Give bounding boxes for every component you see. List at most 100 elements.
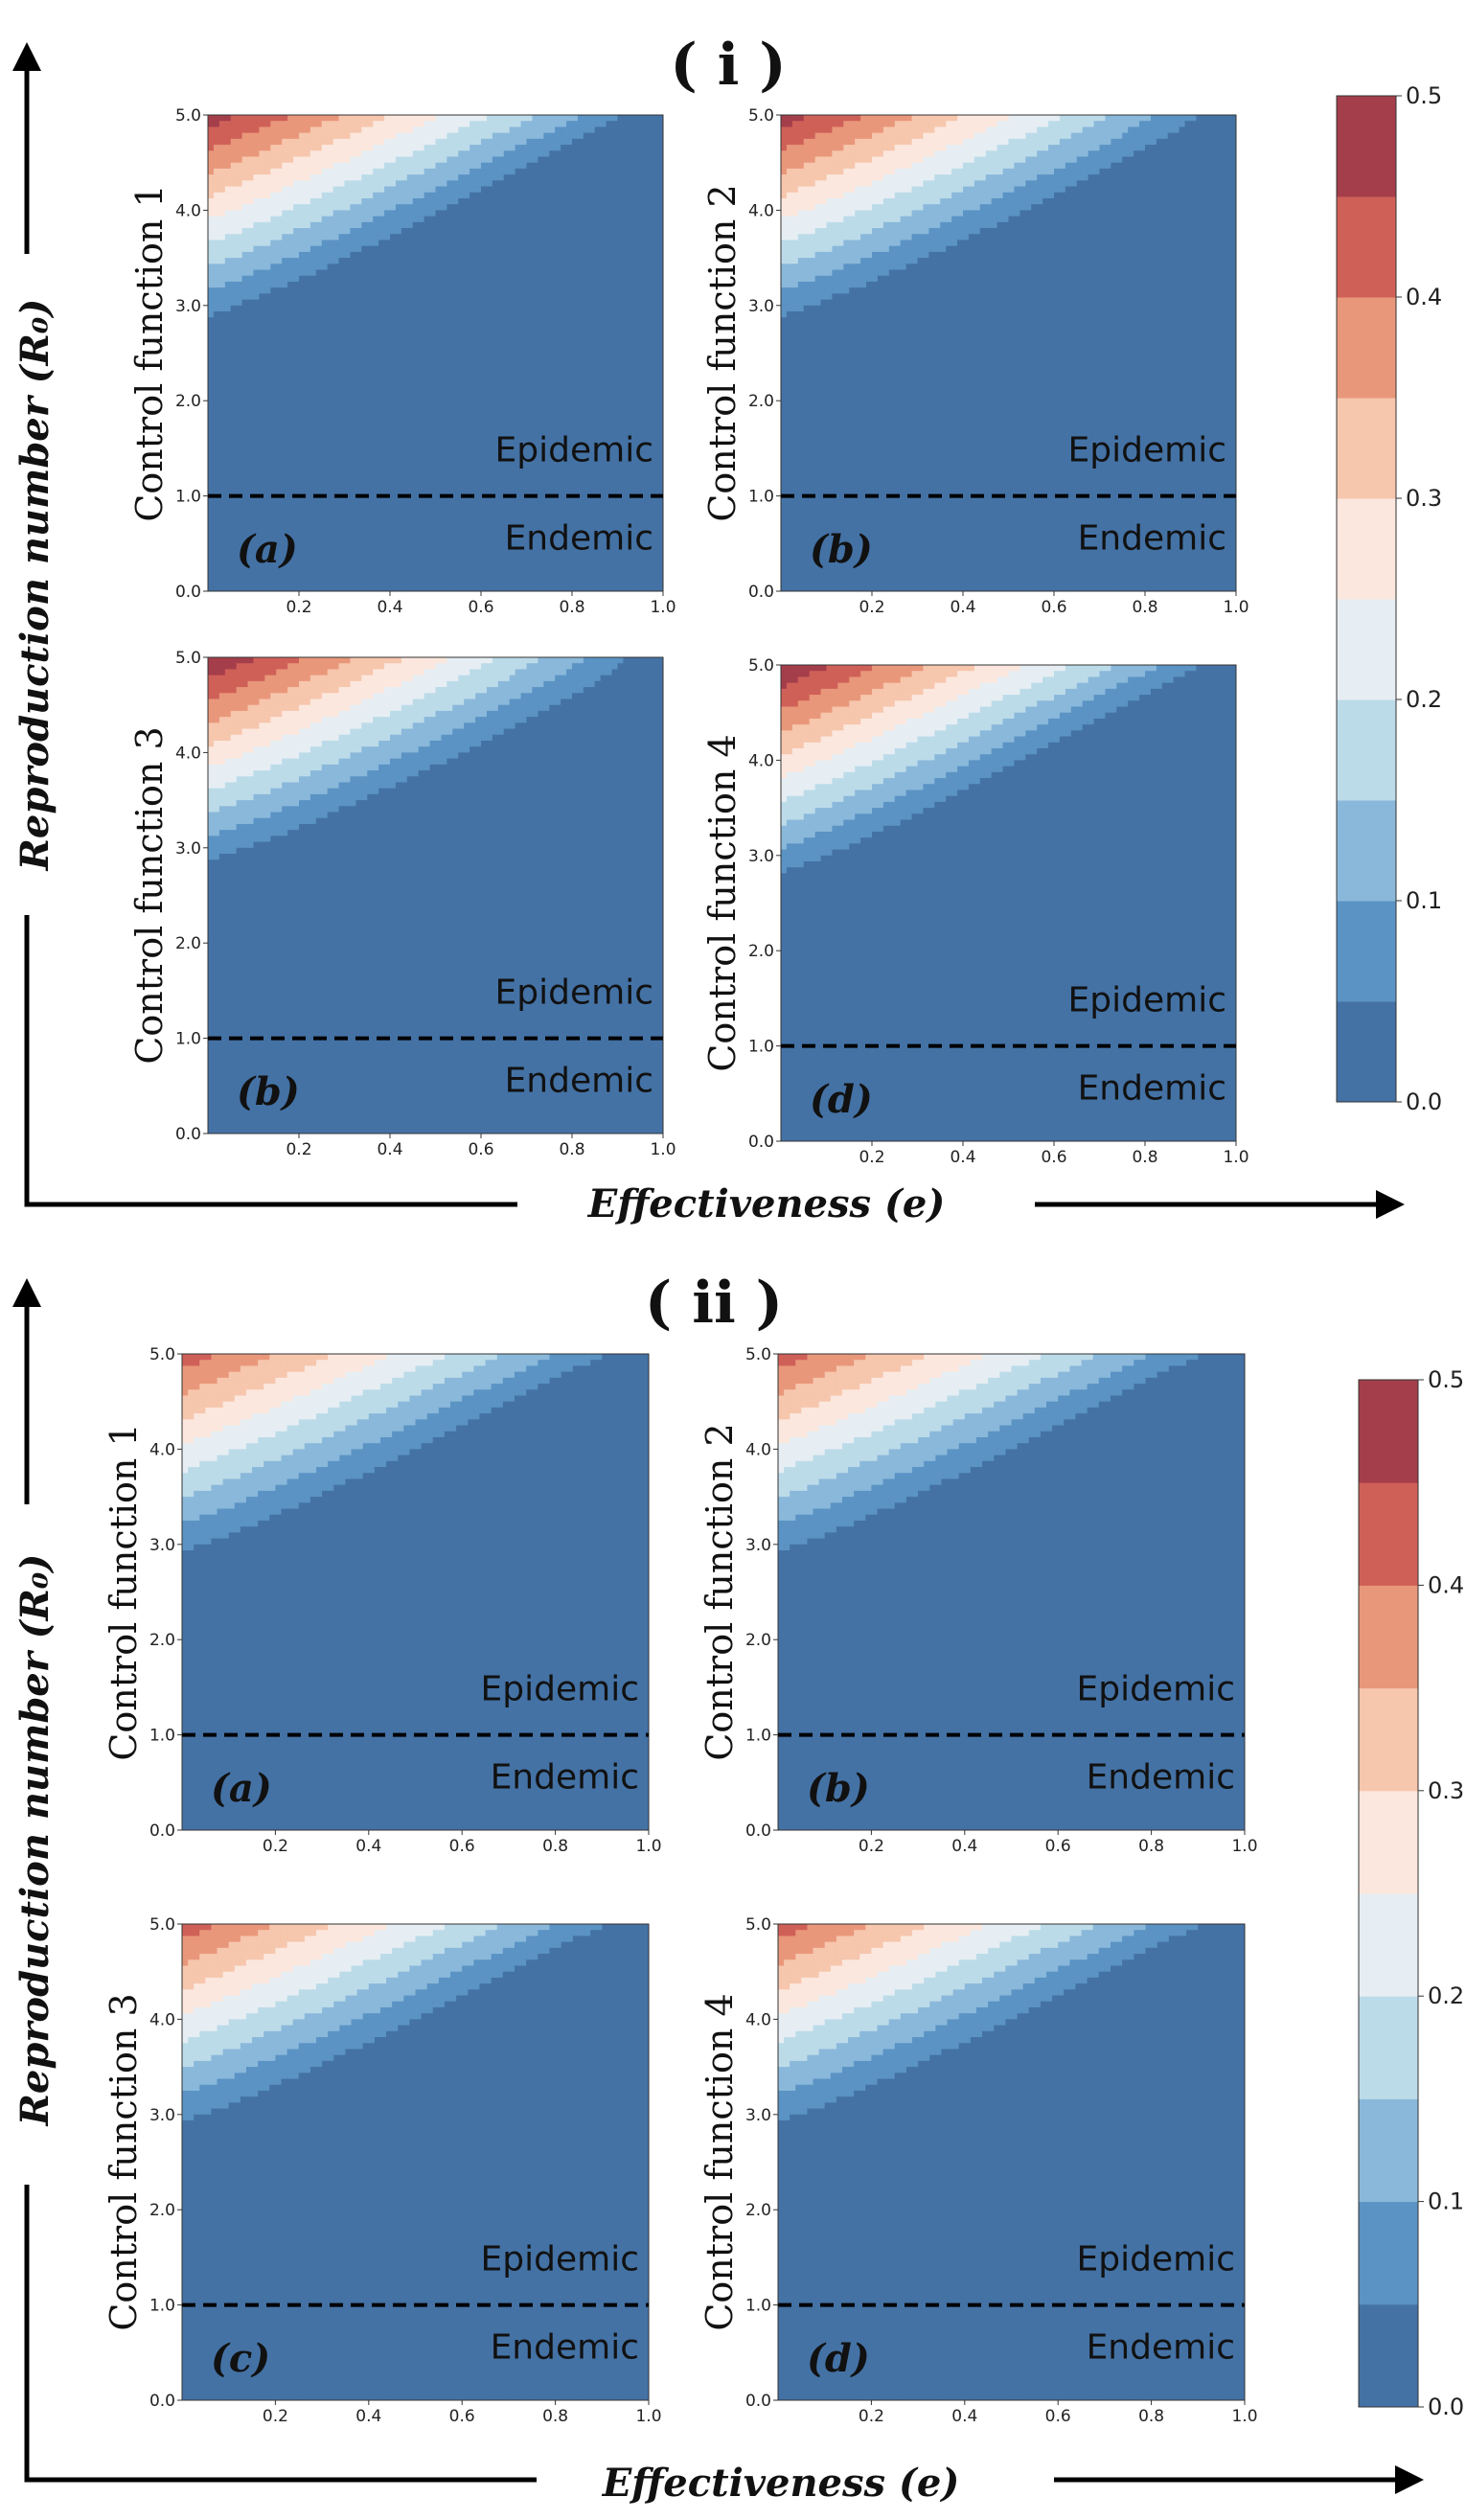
contour-cell <box>276 579 283 586</box>
contour-cell <box>384 145 391 151</box>
contour-cell <box>373 353 379 360</box>
contour-cell <box>401 382 408 390</box>
contour-cell <box>452 490 459 497</box>
contour-cell <box>208 311 215 318</box>
contour-cell <box>338 221 346 229</box>
contour-cell <box>276 430 283 438</box>
contour-cell <box>475 567 482 574</box>
contour-cell <box>282 234 288 241</box>
contour-cell <box>350 525 356 533</box>
contour-cell <box>208 436 215 444</box>
contour-cell <box>543 371 550 378</box>
contour-cell <box>224 329 232 336</box>
contour-cell <box>503 388 511 396</box>
contour-cell <box>373 567 379 574</box>
contour-cell <box>230 269 238 277</box>
contour-cell <box>418 401 425 408</box>
contour-cell <box>309 251 317 259</box>
contour-cell <box>361 174 368 181</box>
contour-cell <box>452 168 459 175</box>
contour-cell <box>452 150 459 158</box>
contour-cell <box>315 317 323 325</box>
contour-cell <box>470 501 476 509</box>
contour-cell <box>299 466 306 473</box>
contour-cell <box>509 228 516 235</box>
contour-cell <box>429 240 437 247</box>
contour-cell <box>406 263 414 271</box>
contour-cell <box>497 436 505 444</box>
contour-cell <box>538 358 544 366</box>
contour-cell <box>367 358 374 366</box>
contour-cell <box>492 245 499 253</box>
contour-cell <box>486 347 493 355</box>
contour-cell <box>276 311 283 318</box>
contour-cell <box>299 174 306 181</box>
contour-cell <box>344 156 352 164</box>
contour-cell <box>526 221 534 229</box>
contour-cell <box>424 245 431 253</box>
contour-cell <box>247 501 255 509</box>
contour-cell <box>452 371 459 378</box>
contour-cell <box>315 394 323 401</box>
contour-cell <box>390 371 397 378</box>
contour-cell <box>532 519 538 527</box>
contour-cell <box>213 311 220 318</box>
contour-cell <box>464 323 470 331</box>
contour-cell <box>218 162 226 170</box>
contour-cell <box>315 454 323 461</box>
contour-cell <box>213 490 220 497</box>
contour-cell <box>259 263 265 271</box>
contour-cell <box>309 317 317 325</box>
contour-cell <box>418 162 425 170</box>
contour-cell <box>367 269 374 277</box>
contour-cell <box>538 401 544 408</box>
contour-cell <box>276 323 283 331</box>
contour-cell <box>247 174 255 181</box>
contour-cell <box>338 412 346 420</box>
contour-cell <box>435 299 443 307</box>
contour-cell <box>497 115 505 122</box>
contour-cell <box>230 132 238 140</box>
contour-cell <box>355 269 362 277</box>
contour-cell <box>452 269 459 277</box>
contour-cell <box>509 311 516 318</box>
contour-cell <box>464 174 470 181</box>
contour-cell <box>526 567 534 574</box>
contour-cell <box>532 377 538 384</box>
contour-cell <box>486 466 493 473</box>
contour-cell <box>452 508 459 515</box>
contour-cell <box>390 138 397 146</box>
contour-cell <box>218 508 226 515</box>
contour-cell <box>452 156 459 164</box>
contour-cell <box>509 186 516 194</box>
contour-cell <box>241 329 249 336</box>
contour-cell <box>350 269 356 277</box>
contour-cell <box>481 406 488 414</box>
contour-cell <box>247 394 255 401</box>
contour-cell <box>503 251 511 259</box>
contour-cell <box>406 305 414 312</box>
contour-cell <box>378 454 385 461</box>
contour-cell <box>315 156 323 164</box>
contour-cell <box>236 186 243 194</box>
contour-cell <box>247 138 255 146</box>
contour-cell <box>315 121 323 128</box>
contour-cell <box>327 150 334 158</box>
contour-cell <box>492 341 499 348</box>
contour-cell <box>367 460 374 468</box>
contour-cell <box>538 567 544 574</box>
contour-cell <box>276 358 283 366</box>
contour-cell <box>208 353 215 360</box>
contour-cell <box>464 382 470 390</box>
contour-cell <box>470 269 476 277</box>
contour-cell <box>435 401 443 408</box>
contour-cell <box>532 210 538 218</box>
contour-cell <box>355 561 362 568</box>
contour-cell <box>458 334 465 342</box>
contour-cell <box>241 258 249 264</box>
contour-cell <box>435 525 443 533</box>
contour-cell <box>561 216 567 223</box>
contour-cell <box>492 567 499 574</box>
contour-cell <box>447 471 453 479</box>
contour-cell <box>218 150 226 158</box>
